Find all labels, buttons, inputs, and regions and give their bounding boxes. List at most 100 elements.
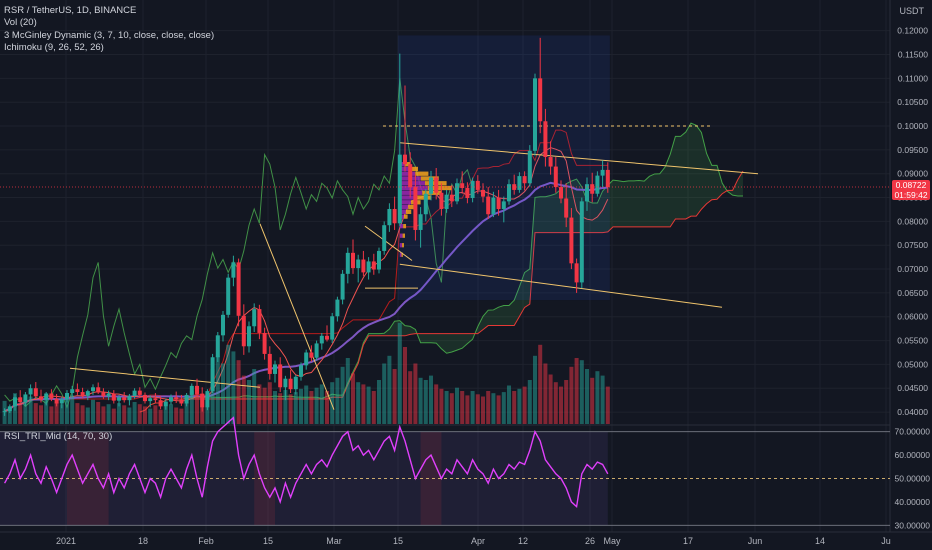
profile-range: [397, 35, 610, 301]
candle-body: [309, 352, 314, 358]
candle-body: [293, 376, 298, 390]
profile-bar: [399, 204, 409, 210]
volume-bar: [517, 388, 522, 424]
volume-bar: [444, 391, 449, 424]
volume-bar: [330, 382, 335, 424]
mcginley-indicator-label[interactable]: 3 McGinley Dynamic (3, 7, 10, close, clo…: [4, 29, 215, 41]
volume-profile: [397, 35, 610, 301]
candle-body: [579, 201, 584, 283]
candle-body: [590, 184, 595, 194]
volume-bar: [49, 406, 54, 424]
rsi-tick-label: 50.00000: [895, 474, 931, 484]
volume-bar: [70, 395, 75, 424]
profile-bar: [399, 252, 402, 257]
volume-bar: [543, 363, 548, 424]
candle-body: [377, 250, 381, 270]
profile-bar: [399, 233, 403, 238]
volume-bar: [496, 395, 501, 424]
symbol-title[interactable]: RSR / TetherUS, 1D, BINANCE: [4, 5, 137, 16]
candle-body: [33, 388, 38, 397]
volume-bar: [137, 404, 142, 424]
time-axis[interactable]: 2021 18 Feb 15 Mar 15 Apr 12 26 May 17 Jun 14 Ju: [56, 536, 891, 546]
downtrend-line: [259, 223, 335, 410]
time-tick-label: Feb: [198, 536, 214, 546]
volume-bar: [423, 380, 428, 424]
candle-body: [28, 388, 33, 395]
volume-bar: [288, 394, 293, 424]
volume-bar: [564, 380, 569, 424]
price-axis[interactable]: 0.12000 0.11500 0.11000 0.10500 0.10000 0.095…: [895, 26, 931, 531]
candle-body: [241, 315, 246, 347]
volume-bar: [65, 398, 69, 424]
profile-bar: [399, 195, 417, 200]
profile-bar: [399, 190, 423, 195]
profile-bar: [415, 171, 429, 176]
volume-bar: [325, 391, 329, 424]
candle-body: [553, 166, 558, 188]
candle-body: [283, 378, 288, 388]
candle-body: [413, 187, 418, 230]
volume-bar: [574, 358, 579, 424]
time-tick-label: 15: [263, 536, 273, 546]
volume-bar: [273, 391, 277, 424]
volume-bar: [85, 407, 90, 424]
volume-bar: [39, 405, 43, 424]
volume-bar: [569, 366, 574, 424]
volume-bar: [195, 386, 199, 424]
volume-bar: [319, 384, 324, 424]
volume-bar: [439, 388, 444, 424]
candle-body: [444, 194, 449, 209]
volume-bar: [392, 369, 397, 424]
price-tick-label: 0.09000: [897, 169, 928, 179]
candle-body: [585, 184, 589, 202]
time-tick-label: Apr: [471, 536, 485, 546]
profile-bar: [401, 252, 403, 257]
candles[interactable]: [0, 37, 890, 416]
ichimoku-indicator-label[interactable]: Ichimoku (9, 26, 52, 26): [4, 42, 104, 54]
candle-body: [470, 180, 475, 199]
volume-bar: [132, 402, 137, 424]
price-tick-label: 0.04500: [897, 383, 928, 393]
volume-bar: [351, 373, 355, 424]
price-tick-label: 0.09500: [897, 145, 928, 155]
candle-body: [512, 184, 517, 190]
volume-bar: [403, 347, 407, 424]
rsi-tick-label: 60.00000: [895, 450, 931, 460]
candle-body: [174, 397, 179, 400]
candle-body: [501, 201, 506, 209]
candle-body: [522, 176, 527, 184]
candle-body: [335, 299, 340, 317]
volume-bar: [44, 397, 49, 424]
indicator-legend: RSR / TetherUS, 1D, BINANCE Vol (20) 3 M…: [4, 5, 214, 55]
candle-body: [143, 394, 147, 402]
volume-bar: [434, 384, 439, 424]
candle-body: [574, 263, 579, 283]
candle-body: [564, 198, 569, 218]
volume-bar: [304, 385, 309, 424]
candle-body: [314, 343, 319, 358]
upper-channel-line: [399, 142, 759, 175]
time-tick-label: Mar: [326, 536, 342, 546]
volume-bar: [59, 404, 64, 424]
trend-lines[interactable]: [69, 125, 759, 410]
price-tick-label: 0.07500: [897, 240, 928, 250]
candle-body: [600, 169, 605, 176]
candle-body: [548, 157, 553, 167]
candle-body: [387, 208, 392, 226]
candle-body: [75, 389, 80, 393]
volume-indicator-label[interactable]: Vol (20): [4, 17, 37, 29]
profile-bar: [399, 243, 403, 248]
price-tick-label: 0.10000: [897, 121, 928, 131]
volume-bar: [28, 396, 33, 424]
profile-bar: [399, 214, 404, 219]
rsi-tick-label: 70.00000: [895, 427, 931, 437]
rsi-indicator-label[interactable]: RSI_TRI_Mid (14, 70, 30): [4, 431, 113, 442]
candle-body: [397, 154, 402, 224]
volume-bar: [210, 369, 215, 424]
current-price-value: 0.08722: [895, 179, 927, 190]
volume-bar: [522, 386, 527, 424]
volume-bar: [283, 389, 288, 424]
time-tick-label: 12: [518, 536, 528, 546]
candle-body: [257, 309, 262, 333]
